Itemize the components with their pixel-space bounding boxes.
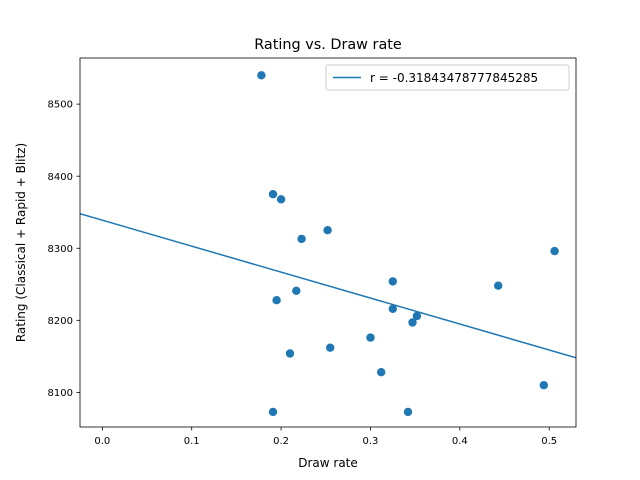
data-point bbox=[412, 311, 422, 321]
data-point bbox=[550, 246, 559, 256]
x-tick-label: 0.1 bbox=[184, 436, 200, 447]
legend: r = -0.31843478777845285 bbox=[325, 64, 570, 91]
x-axis-label: Draw rate bbox=[298, 456, 358, 470]
y-tick-label: 8400 bbox=[48, 172, 73, 183]
data-point bbox=[403, 407, 413, 417]
y-tick-label: 8100 bbox=[48, 388, 73, 399]
data-point bbox=[297, 234, 306, 244]
data-point bbox=[408, 318, 417, 327]
data-point bbox=[326, 343, 335, 352]
y-axis-label: Rating (Classical + Rapid + Blitz) bbox=[14, 143, 28, 342]
axes-frame bbox=[79, 57, 577, 428]
x-tick-label: 0.4 bbox=[452, 436, 468, 447]
chart-title: Rating vs. Draw rate bbox=[254, 37, 402, 53]
data-point bbox=[272, 296, 281, 305]
data-point bbox=[285, 349, 295, 358]
y-axis: 8100 8200 8300 8400 8500 bbox=[48, 100, 80, 399]
x-tick-label: 0.2 bbox=[273, 436, 289, 447]
y-tick-label: 8200 bbox=[48, 316, 73, 327]
y-tick-label: 8500 bbox=[48, 100, 73, 111]
data-point bbox=[292, 286, 301, 295]
data-point bbox=[268, 407, 278, 417]
data-point bbox=[276, 195, 286, 204]
x-axis: 0.0 0.1 0.2 0.3 0.4 0.5 bbox=[94, 427, 557, 447]
data-point bbox=[323, 226, 332, 235]
data-point bbox=[539, 381, 548, 390]
legend-label: r = -0.31843478777845285 bbox=[370, 71, 538, 85]
plot-area bbox=[80, 71, 576, 417]
legend-box bbox=[325, 64, 570, 91]
data-point bbox=[268, 190, 278, 199]
data-point bbox=[494, 281, 503, 290]
data-point bbox=[366, 333, 375, 342]
data-point bbox=[257, 71, 266, 80]
regression-line bbox=[80, 212, 576, 359]
x-tick-label: 0.5 bbox=[541, 436, 557, 447]
x-tick-label: 0.0 bbox=[94, 436, 110, 447]
data-point bbox=[388, 304, 397, 313]
data-point bbox=[377, 368, 386, 377]
data-point bbox=[388, 277, 397, 286]
x-tick-label: 0.3 bbox=[362, 436, 378, 447]
y-tick-label: 8300 bbox=[48, 244, 73, 255]
